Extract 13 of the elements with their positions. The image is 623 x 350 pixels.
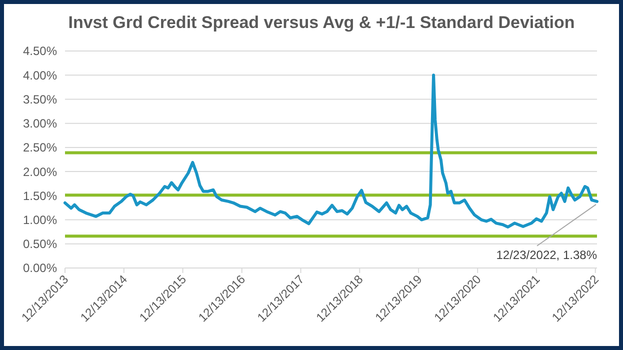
y-tick-label: 2.00% [22,164,58,179]
y-tick-label: 3.50% [22,92,58,106]
y-tick-label: 1.00% [22,212,58,227]
chart-title: Invst Grd Credit Spread versus Avg & +1/-1 Standard Deviation [68,13,575,32]
line-series [64,74,598,229]
y-tick-label: 4.00% [22,68,58,82]
y-tick-label: 3.00% [22,116,58,131]
y-tick-label: 2.50% [22,140,58,155]
y-tick-label: 0.50% [22,237,58,252]
y-tick-label: 4.50% [22,44,58,58]
y-tick-label: 1.50% [22,188,58,203]
y-tick-label: 0.00% [22,261,58,276]
annotation: 12/23/2022, 1.38% [496,248,598,262]
